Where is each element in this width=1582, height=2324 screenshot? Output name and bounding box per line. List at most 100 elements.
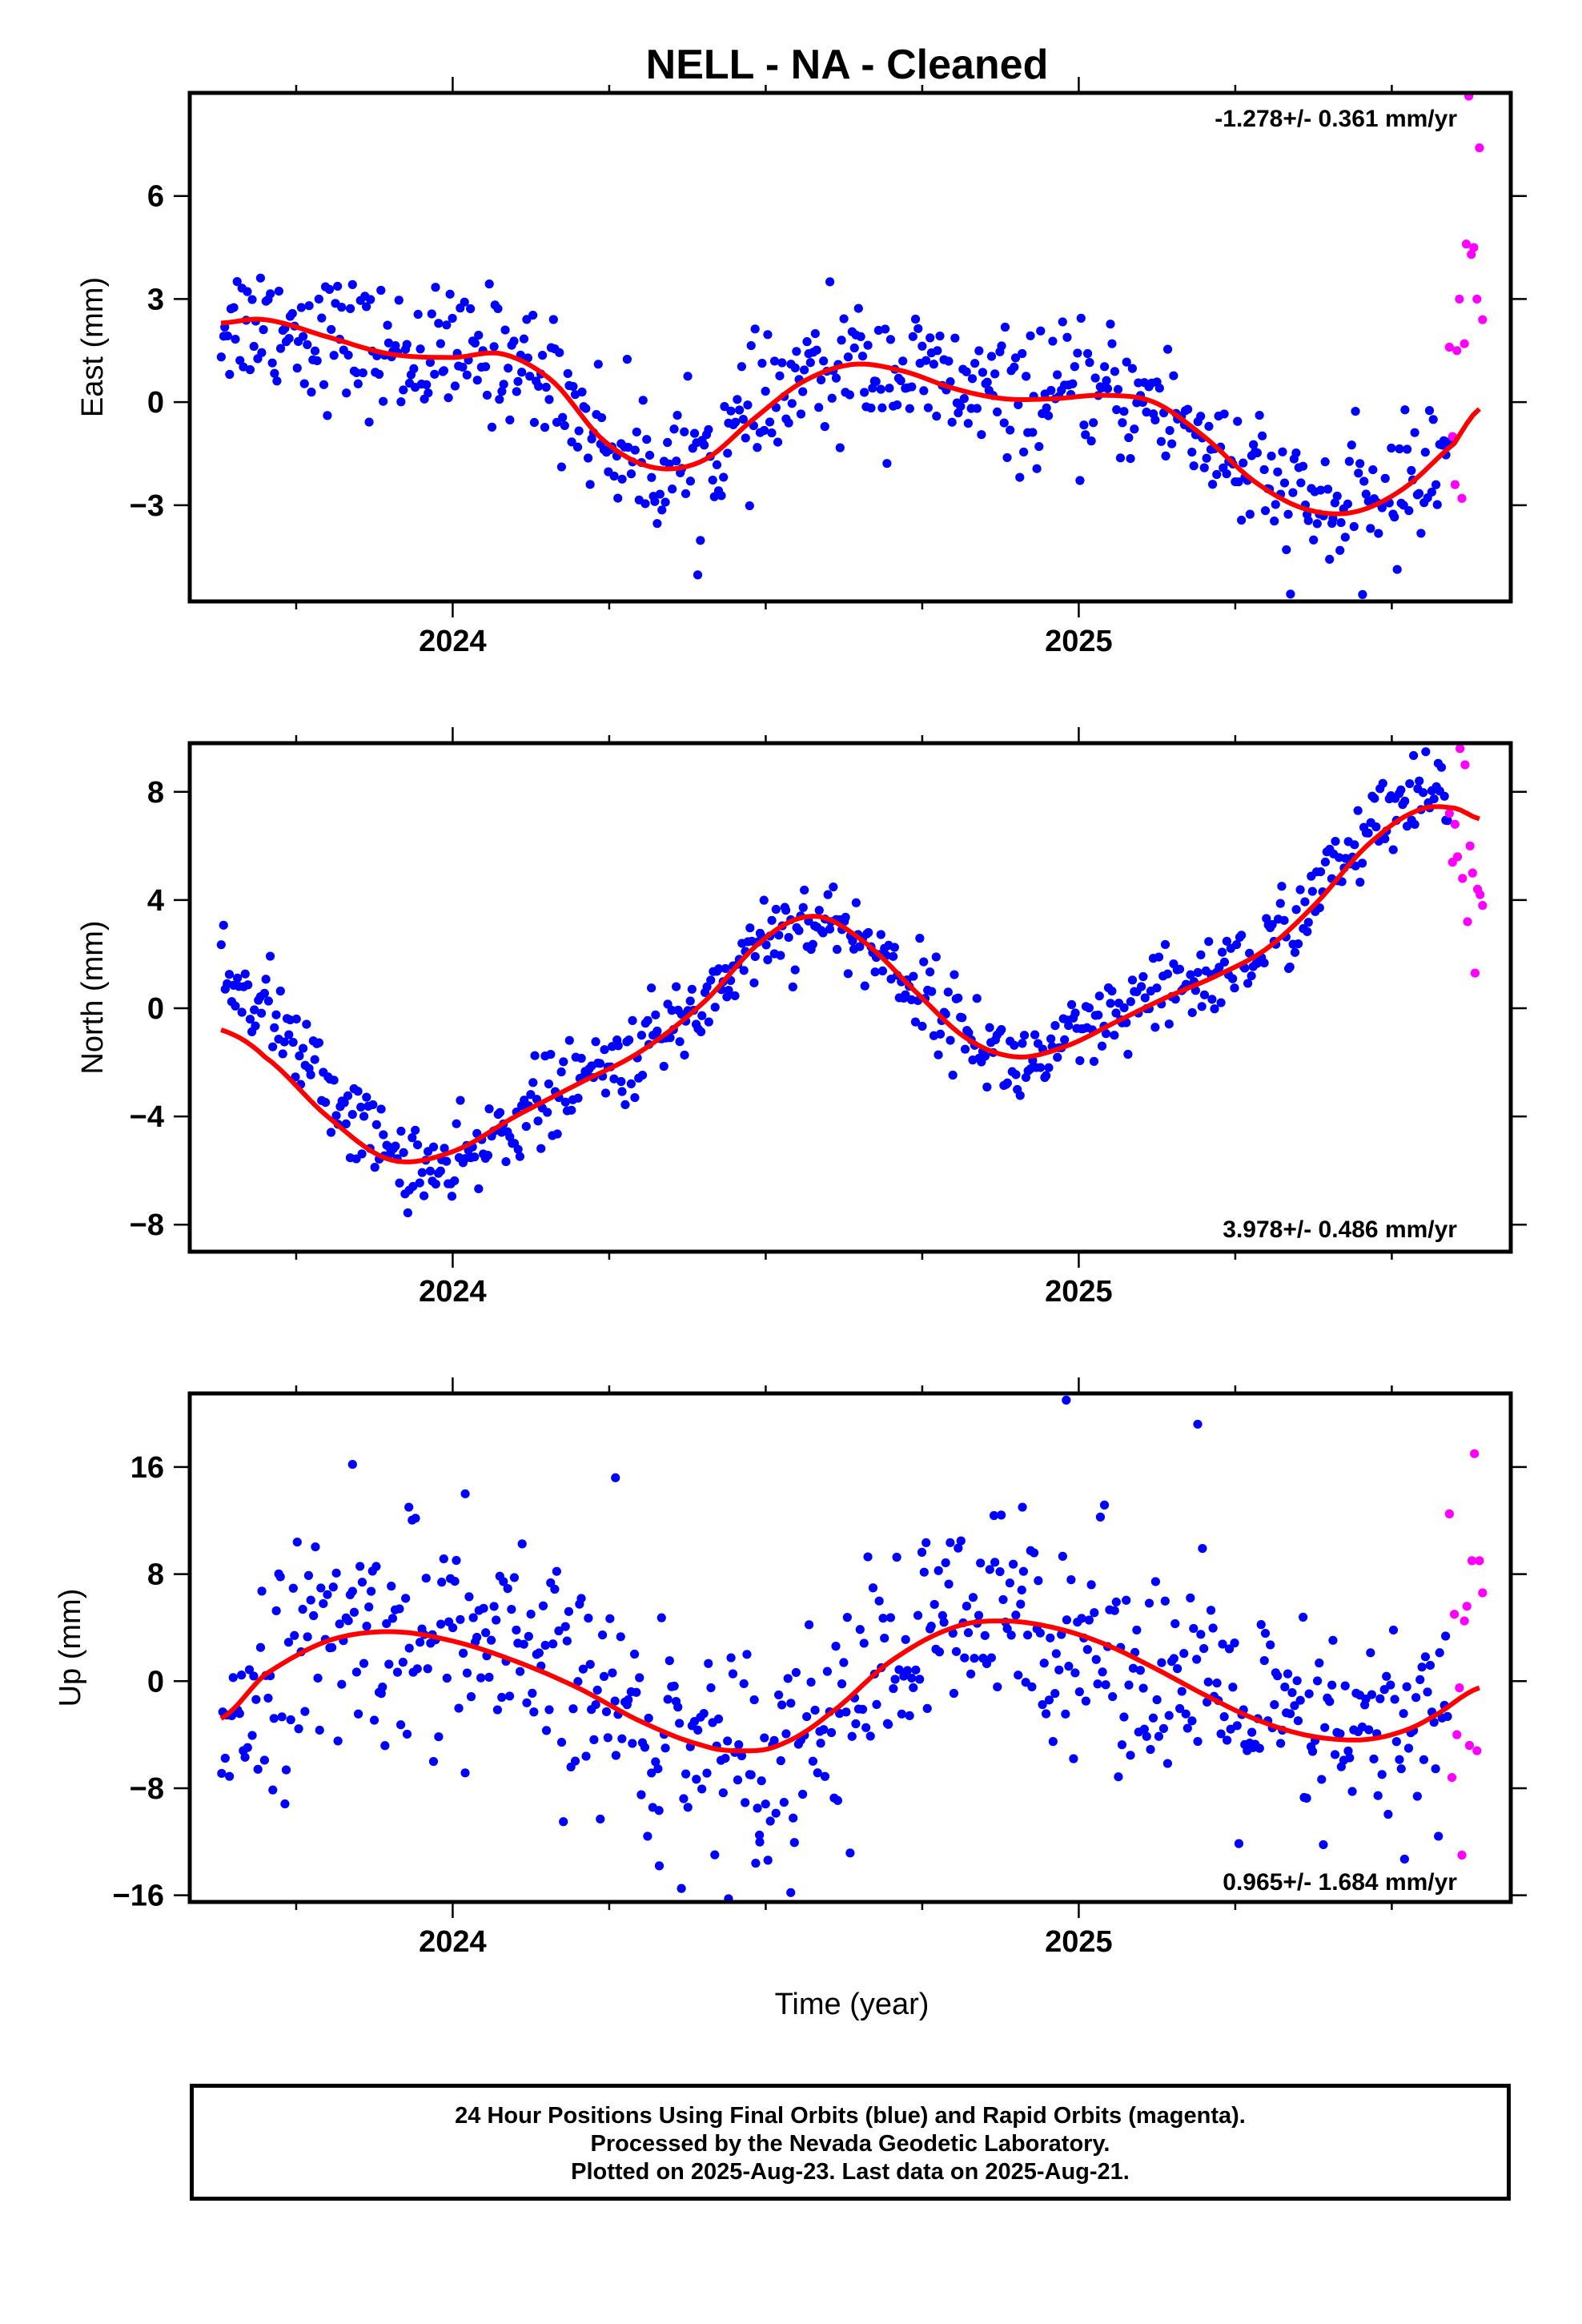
final-orbit-point: [311, 1542, 320, 1552]
final-orbit-point: [591, 1037, 600, 1047]
final-orbit-point: [421, 1574, 431, 1583]
final-orbit-point: [1423, 1687, 1432, 1697]
final-orbit-point: [298, 332, 308, 341]
final-orbit-point: [677, 1884, 686, 1893]
final-orbit-point: [1431, 480, 1441, 489]
y-tick-label: −8: [130, 1208, 164, 1242]
final-orbit-point: [1081, 430, 1090, 440]
final-orbit-point: [398, 1658, 408, 1667]
final-orbit-point: [1124, 432, 1134, 443]
final-orbit-point: [820, 422, 829, 432]
final-orbit-point: [1146, 1744, 1155, 1755]
final-orbit-point: [528, 310, 538, 320]
final-orbit-point: [1347, 1787, 1357, 1796]
final-orbit-point: [767, 428, 777, 438]
final-orbit-point: [503, 1584, 512, 1594]
final-orbit-point: [450, 381, 460, 391]
final-orbit-point: [528, 1078, 538, 1088]
final-orbit-point: [1431, 1764, 1440, 1774]
final-orbit-point: [1006, 425, 1015, 435]
final-orbit-point: [783, 1674, 793, 1683]
final-orbit-point: [270, 368, 279, 378]
final-orbit-point: [1216, 1729, 1226, 1739]
rapid-orbit-point: [1458, 874, 1468, 883]
rapid-orbit-point: [1452, 852, 1463, 862]
final-orbit-point: [376, 1104, 386, 1114]
final-orbit-point: [409, 364, 419, 374]
final-orbit-point: [1204, 421, 1214, 432]
final-orbit-point: [1388, 1625, 1399, 1635]
final-orbit-point: [379, 396, 388, 406]
final-orbit-point: [1060, 1035, 1070, 1044]
final-orbit-point: [1150, 415, 1160, 425]
final-orbit-point: [416, 1638, 425, 1647]
y-tick-label: 8: [147, 776, 164, 810]
final-orbit-point: [1271, 500, 1280, 509]
final-orbit-point: [1219, 957, 1230, 967]
final-orbit-point: [680, 427, 689, 436]
final-orbit-point: [1293, 939, 1303, 949]
final-orbit-point: [1154, 1731, 1164, 1741]
final-orbit-point: [560, 1097, 570, 1107]
final-orbit-point: [1252, 448, 1262, 458]
final-orbit-point: [371, 1562, 381, 1571]
final-orbit-point: [851, 898, 861, 907]
final-orbit-point: [353, 1709, 363, 1719]
final-orbit-point: [1345, 1753, 1355, 1763]
final-orbit-point: [1186, 970, 1195, 979]
final-orbit-point: [1290, 1701, 1299, 1711]
final-orbit-point: [835, 443, 845, 452]
final-orbit-point: [1084, 1615, 1094, 1625]
final-orbit-point: [437, 1578, 447, 1587]
final-orbit-point: [231, 334, 240, 344]
final-orbit-point: [737, 1751, 747, 1761]
final-orbit-point: [581, 1751, 591, 1761]
final-orbit-point: [757, 359, 767, 368]
final-orbit-point: [509, 336, 519, 346]
final-orbit-point: [655, 489, 665, 499]
final-orbit-point: [331, 1568, 341, 1578]
final-orbit-point: [832, 944, 842, 955]
final-orbit-point: [448, 313, 457, 324]
final-orbit-point: [1019, 1031, 1030, 1040]
final-orbit-point: [402, 340, 412, 349]
final-orbit-point: [1010, 1040, 1019, 1050]
final-orbit-point: [911, 1665, 921, 1675]
final-orbit-point: [1042, 403, 1051, 412]
final-orbit-point: [647, 472, 656, 482]
final-orbit-point: [483, 1151, 493, 1160]
model-fit-curve: [220, 804, 1480, 1164]
final-orbit-point: [816, 1739, 825, 1748]
final-orbit-point: [909, 971, 918, 981]
final-orbit-point: [1283, 1669, 1293, 1679]
final-orbit-point: [1222, 936, 1231, 946]
final-orbit-point: [1295, 885, 1305, 895]
y-tick-label: 0: [147, 992, 164, 1026]
final-orbit-point: [1230, 983, 1239, 993]
final-orbit-point: [423, 1664, 432, 1674]
final-orbit-point: [653, 1764, 663, 1774]
final-orbit-point: [913, 1610, 923, 1620]
final-orbit-point: [1110, 367, 1120, 376]
final-orbit-point: [1218, 947, 1227, 957]
final-orbit-point: [574, 426, 584, 436]
final-orbit-point: [1127, 975, 1138, 985]
rate-label: 3.978+/- 0.486 mm/yr: [1223, 1216, 1457, 1243]
final-orbit-point: [341, 1119, 351, 1128]
final-orbit-point: [462, 370, 472, 380]
final-orbit-point: [337, 1679, 347, 1689]
final-orbit-point: [704, 424, 713, 435]
final-orbit-point: [515, 1152, 525, 1161]
final-orbit-point: [460, 297, 469, 307]
final-orbit-point: [723, 448, 733, 458]
final-orbit-point: [750, 324, 760, 334]
final-orbit-point: [1303, 927, 1312, 936]
final-orbit-point: [609, 1074, 619, 1084]
final-orbit-point: [977, 430, 986, 440]
final-orbit-point: [243, 980, 253, 990]
final-orbit-point: [1054, 1665, 1064, 1675]
final-orbit-point: [808, 1756, 818, 1766]
final-orbit-point: [326, 1128, 336, 1137]
final-orbit-point: [769, 356, 780, 366]
final-orbit-point: [1126, 1751, 1135, 1760]
